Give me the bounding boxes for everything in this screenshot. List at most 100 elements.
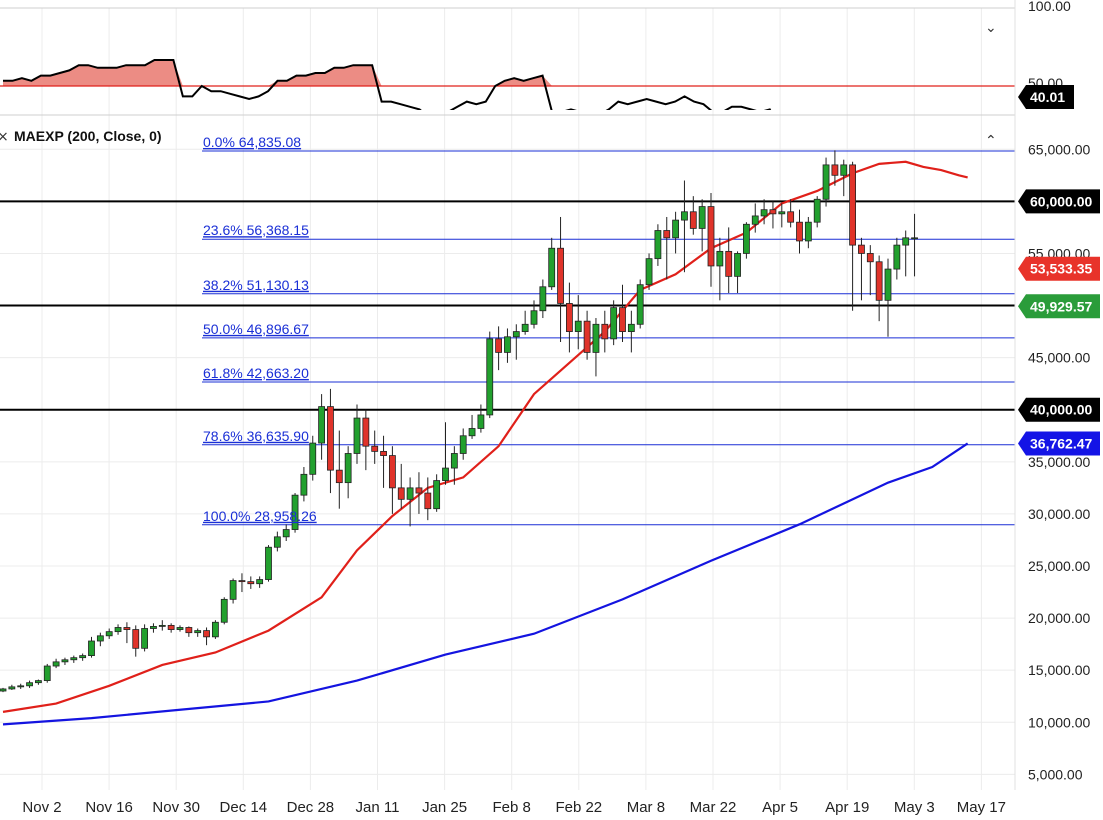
y-gridlines: [0, 148, 1015, 775]
price-badge: [1018, 397, 1100, 422]
candle-body: [211, 621, 219, 638]
y-tick-label: 20,000.00: [1028, 610, 1090, 626]
y-tick-label: 35,000.00: [1028, 454, 1090, 470]
price-badge: [1018, 256, 1100, 281]
candle-body: [273, 536, 281, 548]
candle-body: [459, 435, 467, 454]
price-badge-label: 40,000.00: [1030, 402, 1092, 418]
indicator-legend: MAEXP (200, Close, 0): [14, 128, 162, 144]
x-tick-label: Nov 30: [152, 799, 200, 816]
x-tick-label: Feb 8: [493, 799, 531, 816]
candle-body: [194, 630, 202, 634]
price-panel-collapse-button[interactable]: ⌃: [985, 133, 997, 149]
candle-body: [371, 445, 379, 452]
candle-body: [247, 581, 255, 585]
x-tick-label: Nov 16: [85, 799, 133, 816]
candle-body: [123, 627, 131, 630]
candle-body: [813, 198, 821, 223]
candle-body: [96, 635, 104, 642]
candle-body: [167, 624, 175, 630]
indicator-overbought-fill: [3, 60, 978, 86]
candle-body: [468, 428, 476, 437]
candle-body: [672, 219, 679, 239]
candle-body: [43, 665, 51, 682]
x-tick-label: May 3: [894, 799, 935, 816]
legend-close-button[interactable]: ×: [0, 129, 9, 145]
candle-body: [114, 627, 122, 633]
candle-body: [238, 580, 246, 583]
candle-body: [654, 230, 662, 260]
indicator-value-badge: 40.01: [1018, 85, 1074, 109]
candle-body: [327, 406, 334, 471]
candle-body: [450, 453, 458, 469]
x-tick-label: Nov 2: [22, 799, 61, 816]
x-tick-label: Apr 19: [825, 799, 869, 816]
price-panel: 0.0% 64,835.08 23.6% 56,368.15 38.2% 51,13…: [0, 128, 1100, 782]
candle-body: [433, 480, 441, 510]
candle-body: [521, 323, 529, 332]
candle-body: [300, 473, 308, 496]
candle-body: [185, 627, 193, 634]
x-tick-label: Mar 8: [627, 799, 665, 816]
candle-body: [760, 209, 768, 217]
candle-body: [849, 164, 856, 246]
fib-level-label: 100.0% 28,958.26: [203, 508, 317, 524]
candle-body: [822, 164, 830, 200]
candle-body: [406, 487, 414, 500]
candle-body: [592, 323, 600, 353]
candle-body: [911, 237, 918, 240]
x-tick-label: Mar 22: [690, 799, 737, 816]
x-gridlines: [41, 8, 982, 790]
candle-body: [335, 469, 343, 484]
fib-level-label: 61.8% 42,663.20: [203, 365, 309, 381]
candle-body: [486, 338, 494, 416]
y-tick-label: 65,000.00: [1028, 141, 1090, 157]
price-badge-label: 60,000.00: [1030, 193, 1092, 209]
candle-body: [619, 307, 626, 332]
x-axis: Nov 2 Nov 16 Nov 30 Dec 14 Dec 28 Jan 11 Jan 2…: [22, 799, 1006, 816]
price-badge: [1018, 189, 1100, 214]
candle-body: [698, 206, 706, 229]
candle-body: [557, 247, 564, 304]
indicator-collapse-button[interactable]: ⌄: [985, 20, 997, 36]
candle-body: [495, 338, 503, 353]
candle-body: [796, 221, 803, 242]
candle-body: [716, 250, 724, 267]
candle-body: [380, 450, 387, 456]
candle-body: [70, 657, 78, 661]
x-tick-label: May 17: [957, 799, 1006, 816]
candle-body: [866, 253, 874, 263]
y-tick-label: 25,000.00: [1028, 558, 1090, 574]
candle-body: [893, 244, 901, 270]
candle-body: [362, 417, 370, 447]
candle-body: [627, 323, 635, 332]
candle-body: [141, 628, 149, 649]
candle-body: [0, 688, 7, 692]
candle-body: [35, 680, 42, 684]
candle-body: [548, 247, 556, 288]
indicator-panel: 100.00 50.00 40.01 ⌄: [0, 0, 1074, 116]
price-badge: [1018, 294, 1100, 319]
indicator-value-text: 40.01: [1030, 89, 1065, 105]
indicator-line: [3, 59, 772, 110]
candle-body: [530, 310, 538, 325]
fib-level-label: 0.0% 64,835.08: [203, 134, 301, 150]
y-tick-label: 10,000.00: [1028, 714, 1090, 730]
x-tick-label: Jan 25: [422, 799, 467, 816]
candle-body: [79, 655, 87, 659]
candle-body: [787, 211, 795, 223]
candle-body: [158, 624, 166, 627]
candle-body: [725, 250, 733, 277]
candle-body: [256, 579, 264, 585]
y-tick-label: 30,000.00: [1028, 506, 1090, 522]
ma-slow-line: [2, 442, 969, 726]
candle-body: [220, 598, 228, 623]
candle-body: [610, 307, 618, 340]
candle-body: [574, 320, 582, 332]
y-tick-label: 45,000.00: [1028, 350, 1090, 366]
x-tick-label: Dec 14: [220, 799, 268, 816]
x-tick-label: Apr 5: [762, 799, 798, 816]
candle-body: [132, 629, 140, 649]
x-tick-label: Feb 22: [555, 799, 602, 816]
candle-body: [203, 630, 210, 638]
